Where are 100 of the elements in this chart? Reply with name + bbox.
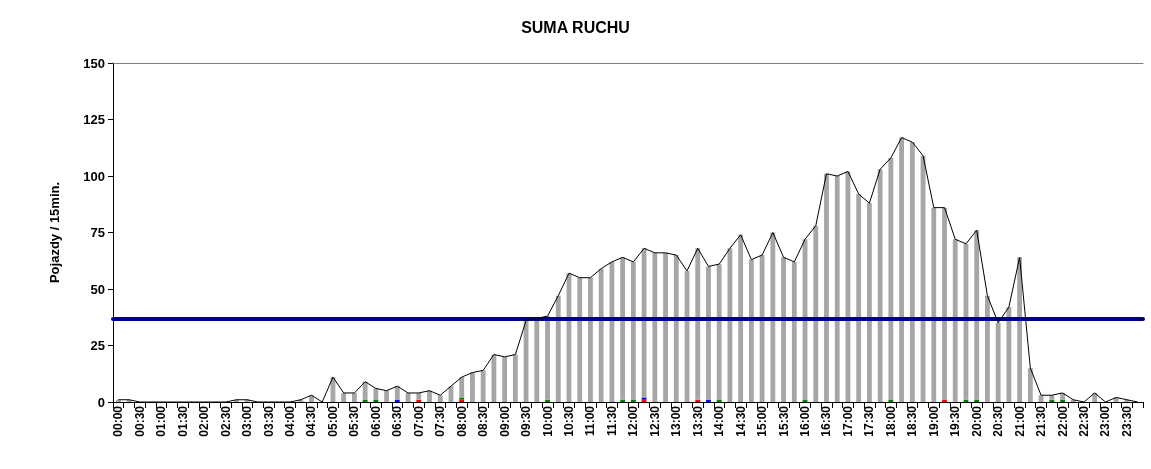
bar: [824, 173, 829, 402]
bar: [1060, 399, 1065, 402]
x-tick-label: 15:00: [755, 405, 770, 437]
bar: [942, 399, 947, 402]
bar: [663, 252, 668, 402]
x-tick-label: 18:30: [905, 405, 920, 437]
y-axis-title: Pojazdy / 15min.: [47, 181, 62, 284]
bar: [974, 399, 980, 402]
x-tick-label: 09:00: [497, 405, 512, 437]
bar: [856, 194, 862, 402]
x-tick-label: 10:30: [561, 405, 576, 437]
bar: [115, 399, 121, 402]
x-tick-label: 10:00: [540, 405, 555, 437]
bar: [620, 399, 626, 402]
bar: [341, 392, 347, 402]
chart-title: SUMA RUCHU: [521, 18, 630, 36]
bar: [1049, 399, 1055, 402]
x-tick-label: 02:30: [218, 405, 233, 437]
bar: [534, 318, 540, 402]
y-tick-label: 75: [90, 225, 105, 240]
x-tick-label: 15:30: [776, 405, 791, 437]
x-tick-label: 07:30: [433, 405, 448, 437]
bar: [351, 392, 357, 402]
bar: [1006, 307, 1012, 402]
bar: [362, 381, 368, 400]
y-tick-label: 150: [83, 55, 105, 71]
bar: [706, 399, 711, 402]
bar: [545, 316, 550, 400]
y-tick-label: 50: [90, 281, 105, 297]
x-tick-label: 05:30: [347, 405, 362, 437]
x-tick-label: 00:30: [132, 405, 147, 437]
x-tick-label: 03:00: [240, 405, 255, 437]
x-tick-label: 06:30: [390, 405, 405, 437]
x-tick-label: 16:30: [819, 405, 834, 437]
bar: [781, 257, 786, 402]
x-tick-label: 23:00: [1098, 405, 1113, 437]
x-tick-label: 13:30: [690, 405, 705, 437]
x-tick-label: 06:00: [368, 405, 383, 437]
bar: [985, 295, 990, 402]
bar: [695, 399, 701, 402]
bar: [909, 142, 915, 402]
x-tick-label: 04:30: [304, 405, 319, 437]
bar: [394, 386, 400, 400]
x-tick-label: 01:30: [175, 405, 190, 437]
y-tick-label: 100: [83, 168, 105, 184]
x-tick-label: 14:30: [733, 405, 748, 437]
bar: [384, 390, 390, 402]
bar: [673, 255, 679, 402]
bar: [899, 137, 905, 402]
bar: [813, 225, 819, 402]
bar: [759, 255, 765, 402]
bar: [1027, 368, 1033, 402]
x-tick-label: 22:00: [1055, 405, 1070, 437]
x-tick-label: 08:30: [476, 405, 491, 437]
bar: [716, 399, 722, 402]
y-tick-label: 125: [83, 112, 105, 127]
bar: [866, 203, 872, 402]
bar: [695, 248, 701, 400]
x-tick-label: 21:00: [1012, 405, 1027, 437]
x-tick-label: 00:00: [111, 405, 126, 437]
x-tick-label: 17:30: [862, 405, 877, 437]
bar: [609, 261, 615, 402]
bar: [748, 259, 754, 402]
bar: [974, 230, 980, 400]
bar: [394, 399, 400, 402]
x-tick-label: 21:30: [1034, 405, 1049, 437]
bar: [738, 234, 744, 402]
x-tick-label: 05:00: [325, 405, 340, 437]
x-tick-label: 19:30: [948, 405, 963, 437]
bar: [512, 354, 518, 402]
y-tick-label: 25: [90, 338, 105, 353]
x-tick-label: 01:00: [154, 405, 169, 437]
bar: [942, 207, 947, 400]
bar: [770, 232, 776, 402]
bar: [598, 268, 604, 402]
bar: [888, 399, 894, 402]
bar: [437, 395, 443, 402]
bar: [491, 354, 497, 402]
bar: [373, 388, 379, 400]
bar: [995, 322, 1001, 402]
x-tick-label: 14:00: [712, 405, 727, 437]
bar: [641, 248, 647, 398]
bar: [416, 399, 422, 402]
bar: [427, 390, 432, 402]
bar: [888, 157, 894, 400]
x-tick-label: 16:00: [798, 405, 813, 437]
x-tick-label: 19:00: [926, 405, 941, 437]
bar: [416, 392, 422, 400]
y-tick-label: 0: [97, 394, 105, 410]
bar: [952, 239, 958, 402]
x-tick-label: 09:30: [519, 405, 534, 437]
bar: [577, 277, 583, 402]
bar: [470, 372, 475, 402]
x-tick-label: 12:30: [647, 405, 662, 437]
bar: [877, 169, 883, 402]
bar: [630, 261, 636, 400]
bar: [931, 207, 937, 402]
bar: [620, 257, 626, 400]
x-tick-label: 17:00: [840, 405, 855, 437]
x-tick-label: 04:00: [283, 405, 298, 437]
